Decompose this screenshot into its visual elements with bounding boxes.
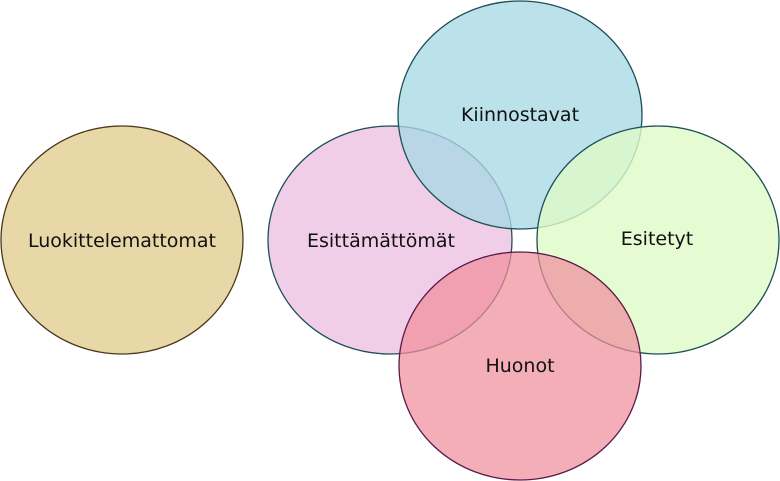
set-luokittelemattomat-ellipse <box>0 125 244 355</box>
overlap-group <box>267 0 780 481</box>
set-huonot-ellipse <box>398 251 642 481</box>
label-esitetyt: Esitetyt <box>621 228 693 250</box>
label-huonot: Huonot <box>485 355 554 377</box>
label-luokittelemattomat: Luokittelemattomat <box>28 230 216 252</box>
label-esittamattomat: Esittämättömät <box>307 230 455 252</box>
label-kiinnostavat: Kiinnostavat <box>461 104 579 126</box>
